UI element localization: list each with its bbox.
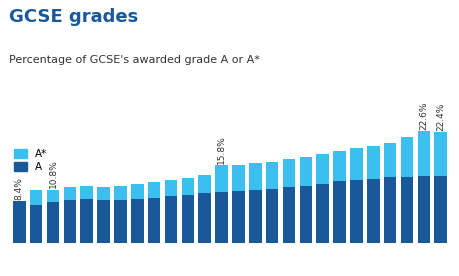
Bar (47, 202, 59, 243)
Text: GCSE grades: GCSE grades (9, 8, 138, 26)
Legend: A*, A: A*, A (14, 149, 47, 172)
Text: 22.4%: 22.4% (435, 103, 444, 131)
Bar (366, 179, 379, 243)
Bar (383, 143, 396, 177)
Bar (349, 180, 362, 243)
Bar (366, 146, 379, 179)
Bar (63, 200, 76, 243)
Bar (80, 198, 93, 243)
Bar (131, 198, 143, 243)
Bar (181, 195, 194, 243)
Bar (147, 182, 160, 198)
Bar (417, 131, 429, 176)
Bar (299, 186, 312, 243)
Bar (282, 187, 295, 243)
Bar (248, 190, 261, 243)
Bar (232, 191, 244, 243)
Bar (265, 189, 278, 243)
Bar (198, 175, 211, 193)
Bar (232, 165, 244, 191)
Text: 22.6%: 22.6% (419, 102, 427, 130)
Bar (248, 163, 261, 190)
Bar (47, 190, 59, 202)
Bar (417, 176, 429, 243)
Bar (114, 186, 127, 200)
Bar (215, 165, 227, 192)
Bar (349, 148, 362, 180)
Text: Percentage of GCSE's awarded grade A or A*: Percentage of GCSE's awarded grade A or … (9, 55, 259, 65)
Bar (400, 177, 412, 243)
Bar (131, 184, 143, 198)
Bar (30, 205, 42, 243)
Bar (316, 184, 328, 243)
Bar (383, 177, 396, 243)
Bar (63, 187, 76, 200)
Bar (265, 161, 278, 189)
Bar (97, 200, 110, 243)
Text: 15.8%: 15.8% (217, 135, 225, 163)
Bar (198, 193, 211, 243)
Bar (181, 178, 194, 195)
Bar (400, 137, 412, 177)
Bar (316, 154, 328, 184)
Text: 8.4%: 8.4% (15, 177, 24, 200)
Bar (114, 200, 127, 243)
Bar (433, 176, 446, 243)
Bar (30, 190, 42, 205)
Bar (97, 187, 110, 200)
Bar (13, 201, 26, 243)
Text: 10.8%: 10.8% (48, 160, 57, 188)
Bar (433, 132, 446, 176)
Bar (215, 192, 227, 243)
Bar (282, 159, 295, 187)
Bar (80, 186, 93, 198)
Bar (164, 196, 177, 243)
Bar (164, 180, 177, 196)
Bar (332, 181, 345, 243)
Bar (332, 151, 345, 181)
Bar (147, 198, 160, 243)
Bar (299, 157, 312, 186)
